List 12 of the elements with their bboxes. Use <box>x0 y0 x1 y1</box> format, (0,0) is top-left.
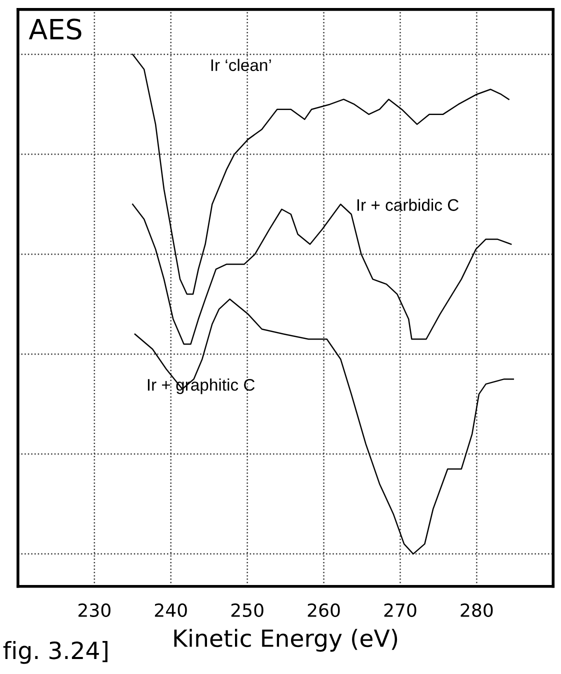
series-label: Ir + carbidic C <box>357 198 459 211</box>
x-tick-label: 230 <box>78 603 110 618</box>
x-tick-label: 260 <box>308 603 340 618</box>
x-tick-label: 280 <box>460 603 493 618</box>
x-tick-label: 270 <box>384 603 416 618</box>
x-tick-label: 250 <box>231 603 264 618</box>
text: Ir ‘clean’ <box>211 58 271 72</box>
text: AES <box>28 18 82 40</box>
x-tick-label: 240 <box>154 603 187 618</box>
x-axis-title: Kinetic Energy (eV) <box>174 628 398 652</box>
caption: fig. 3.24] <box>3 641 108 664</box>
series-label: Ir + graphitic C <box>148 378 255 394</box>
